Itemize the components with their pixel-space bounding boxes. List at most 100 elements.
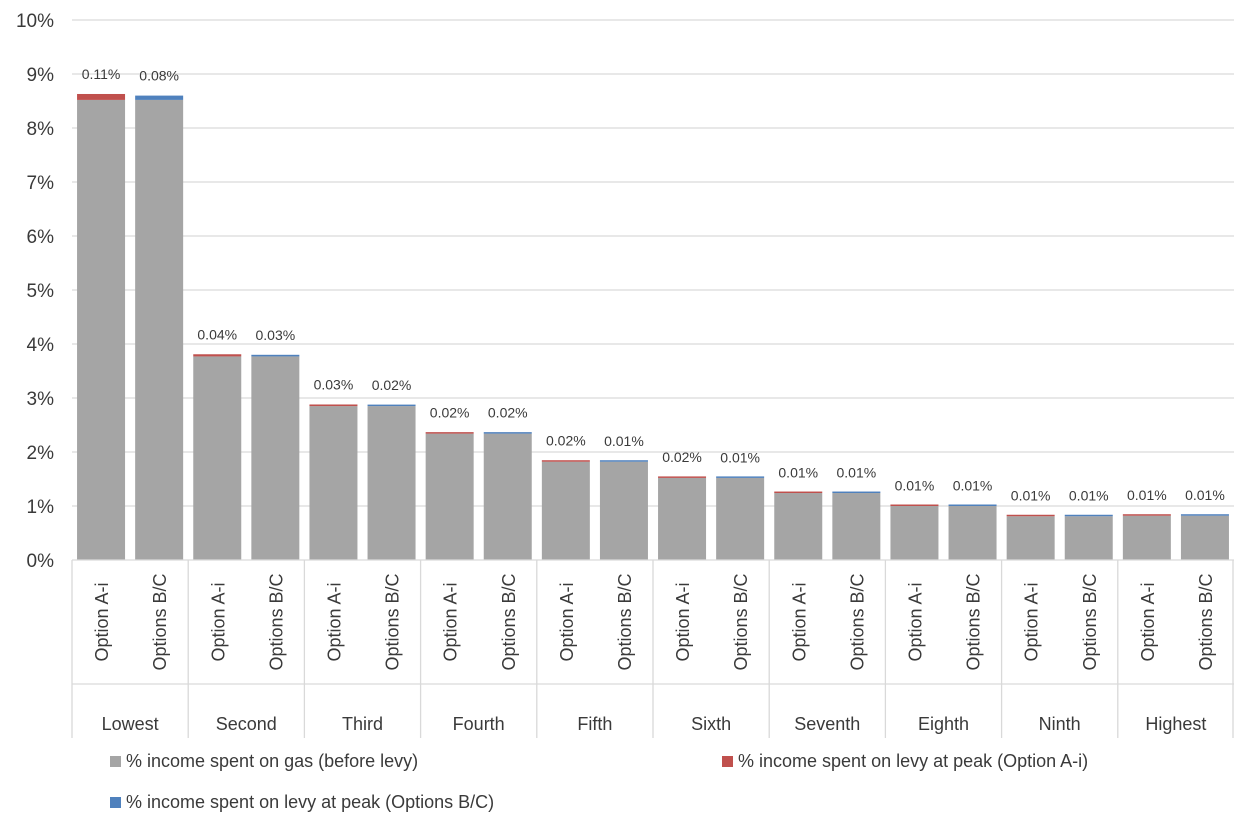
y-tick-label: 10%	[16, 11, 54, 32]
bar-segment	[1064, 514, 1113, 517]
x-sub-category-label: Options B/C	[731, 573, 751, 670]
legend: % income spent on gas (before levy) % inc…	[110, 751, 1088, 812]
y-tick-label: 9%	[27, 65, 55, 86]
bar-segment	[1006, 516, 1055, 560]
x-sub-category-label: Option A-i	[673, 582, 693, 661]
bar-segment	[193, 356, 242, 560]
x-group-label: Lowest	[102, 714, 159, 734]
x-sub-category-label: Options B/C	[1196, 573, 1216, 670]
bar-segment	[135, 95, 184, 100]
bar-segment	[658, 477, 707, 560]
data-label: 0.01%	[778, 465, 818, 481]
legend-swatch	[722, 756, 733, 767]
data-label: 0.02%	[430, 405, 470, 421]
bar-segment	[541, 461, 590, 560]
x-sub-category-label: Option A-i	[789, 582, 809, 661]
legend-label: % income spent on levy at peak (Options …	[126, 792, 494, 812]
data-label: 0.01%	[836, 465, 876, 481]
x-sub-category-label: Option A-i	[208, 582, 228, 661]
x-group-label: Fourth	[453, 714, 505, 734]
y-tick-label: 1%	[27, 497, 55, 518]
y-axis-tick-labels: 0% 1% 2% 3% 4% 5% 6% 7% 8% 9% 10%	[16, 11, 54, 572]
data-label: 0.01%	[604, 433, 644, 449]
y-tick-label: 0%	[27, 551, 55, 572]
data-label: 0.03%	[255, 327, 295, 343]
x-group-label: Sixth	[691, 714, 731, 734]
y-tick-label: 2%	[27, 443, 55, 464]
bar-segment	[483, 432, 532, 434]
bar-segment	[1122, 514, 1171, 516]
bar-segment	[1006, 514, 1055, 517]
x-sub-category-label: Options B/C	[847, 573, 867, 670]
bar-segment	[1180, 515, 1229, 560]
x-sub-category-label: Option A-i	[1022, 582, 1042, 661]
bar-segment	[890, 504, 939, 506]
x-sub-category-label: Option A-i	[905, 582, 925, 661]
legend-label: % income spent on gas (before levy)	[126, 751, 418, 771]
x-group-label: Fifth	[577, 714, 612, 734]
bar-segment	[1122, 515, 1171, 560]
x-sub-category-label: Options B/C	[383, 573, 403, 670]
bar-segment	[367, 406, 416, 560]
x-axis: Option A-i Options B/C Option A-i Options B…	[71, 559, 1234, 738]
gridlines	[72, 19, 1234, 507]
data-label: 0.01%	[1185, 487, 1225, 503]
x-sub-category-label: Option A-i	[1138, 582, 1158, 661]
bar-segment	[483, 433, 532, 560]
bar-segment	[948, 506, 997, 560]
bar-segment	[716, 476, 765, 478]
data-label: 0.01%	[720, 449, 760, 465]
bar-segment	[309, 404, 358, 407]
data-label: 0.02%	[546, 433, 586, 449]
x-group-label: Second	[216, 714, 277, 734]
y-tick-label: 8%	[27, 119, 55, 140]
data-label: 0.11%	[82, 66, 121, 82]
legend-swatch	[110, 756, 121, 767]
data-label: 0.01%	[895, 477, 935, 493]
x-group-label: Eighth	[918, 714, 969, 734]
data-label: 0.03%	[314, 376, 354, 392]
x-sub-category-label: Options B/C	[266, 573, 286, 670]
y-tick-label: 3%	[27, 389, 55, 410]
bar-segment	[193, 354, 242, 357]
bar-segment	[1180, 514, 1229, 516]
bar-segment	[774, 493, 823, 560]
data-label: 0.08%	[139, 68, 179, 84]
y-tick-label: 6%	[27, 227, 55, 248]
legend-swatch	[110, 797, 121, 808]
bar-segment	[425, 432, 474, 434]
legend-label: % income spent on levy at peak (Option A…	[738, 751, 1088, 771]
bar-segment	[658, 476, 707, 478]
bar-segment	[948, 504, 997, 506]
bar-segment	[77, 99, 126, 561]
bar-segment	[599, 461, 648, 560]
x-sub-category-label: Option A-i	[557, 582, 577, 661]
x-group-label: Seventh	[794, 714, 860, 734]
x-group-label: Third	[342, 714, 383, 734]
data-label: 0.02%	[372, 377, 412, 393]
data-label: 0.02%	[488, 405, 528, 421]
x-group-label: Highest	[1145, 714, 1206, 734]
bar-segment	[425, 433, 474, 560]
bar-segment	[309, 406, 358, 560]
y-tick-label: 7%	[27, 173, 55, 194]
bar-segment	[251, 354, 300, 357]
bar-segment	[1064, 516, 1113, 560]
data-label: 0.01%	[953, 477, 993, 493]
bar-segment	[77, 93, 126, 100]
x-sub-category-label: Option A-i	[441, 582, 461, 661]
x-sub-category-label: Option A-i	[92, 582, 112, 661]
y-tick-label: 5%	[27, 281, 55, 302]
data-label: 0.01%	[1127, 487, 1167, 503]
bar-segment	[832, 491, 881, 494]
x-sub-category-label: Options B/C	[964, 573, 984, 670]
bar-segment	[774, 491, 823, 494]
data-label: 0.04%	[197, 326, 237, 342]
bar-segment	[716, 477, 765, 560]
data-label: 0.02%	[662, 449, 702, 465]
bar-segment	[135, 99, 184, 561]
x-sub-category-label: Options B/C	[150, 573, 170, 670]
data-label: 0.01%	[1011, 488, 1051, 504]
bars	[77, 93, 1229, 561]
